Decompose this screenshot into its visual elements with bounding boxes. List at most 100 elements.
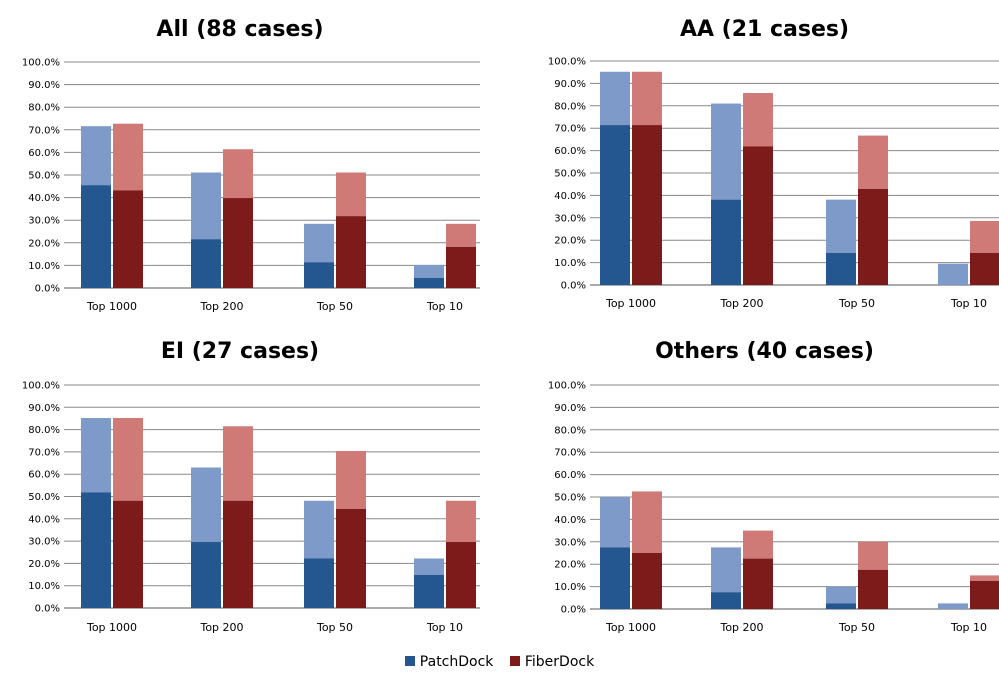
chart-panel-aa: AA (21 cases) 0.0% 10.0% 20.0% 30.0% 40.0% 50… <box>530 0 999 330</box>
x-category-label: Top 200 <box>719 621 763 634</box>
bar-segment-base <box>600 125 630 286</box>
bar-segment-base <box>632 125 662 286</box>
bar-segment-top <box>632 491 662 553</box>
y-tick-label: 90.0% <box>28 80 60 91</box>
bar-segment-base <box>414 574 444 608</box>
bar-segment-top <box>414 558 444 575</box>
bar-segment-base <box>81 185 111 288</box>
y-tick-label: 70.0% <box>554 124 586 135</box>
bar-segment-top <box>711 547 741 593</box>
bar-segment-top <box>446 223 476 247</box>
bar-segment-top <box>191 467 221 542</box>
y-tick-label: 20.0% <box>28 238 60 249</box>
x-category-label: Top 1000 <box>86 621 137 634</box>
bar-segment-top <box>632 71 662 126</box>
bar-segment-top <box>938 603 968 609</box>
y-tick-label: 100.0% <box>22 58 60 69</box>
bar-segment-top <box>191 172 221 240</box>
bar-segment-base <box>970 252 999 285</box>
bar-segment-top <box>81 126 111 186</box>
bar-segment-top <box>970 220 999 253</box>
bar-segment-top <box>600 71 630 126</box>
y-tick-label: 30.0% <box>28 537 60 548</box>
bar-segment-top <box>826 586 856 604</box>
bar-segment-base <box>304 262 334 288</box>
y-tick-label: 100.0% <box>548 381 586 392</box>
bar-segment-base <box>858 569 888 609</box>
x-category-label: Top 50 <box>316 300 353 313</box>
y-tick-label: 10.0% <box>554 258 586 269</box>
bar-segment-top <box>743 530 773 559</box>
bar-segment-top <box>711 103 741 200</box>
bar-segment-top <box>336 451 366 509</box>
y-tick-label: 0.0% <box>561 281 586 292</box>
y-tick-label: 60.0% <box>554 146 586 157</box>
bar-segment-top <box>826 199 856 253</box>
bar-segment-base <box>600 547 630 609</box>
bar-segment-base <box>223 500 253 608</box>
bar-segment-base <box>743 558 773 609</box>
chart-legend: PatchDock FiberDock <box>0 654 999 670</box>
y-tick-label: 20.0% <box>28 559 60 570</box>
y-tick-label: 50.0% <box>554 493 586 504</box>
bar-segment-top <box>446 500 476 542</box>
chart-title: EI (27 cases) <box>160 339 320 364</box>
y-tick-label: 20.0% <box>554 560 586 571</box>
y-tick-label: 100.0% <box>548 57 586 68</box>
y-tick-label: 70.0% <box>554 448 586 459</box>
chart-plot: 0.0% 10.0% 20.0% 30.0% 40.0% 50.0% 60.0% 70.0% 8… <box>22 381 480 634</box>
y-tick-label: 50.0% <box>554 169 586 180</box>
bar-segment-base <box>336 508 366 608</box>
x-category-label: Top 200 <box>719 297 763 310</box>
x-category-label: Top 10 <box>426 621 463 634</box>
y-tick-label: 100.0% <box>22 381 60 392</box>
y-tick-label: 0.0% <box>561 605 586 616</box>
y-tick-label: 10.0% <box>554 582 586 593</box>
bar-segment-base <box>711 592 741 609</box>
x-category-label: Top 10 <box>426 300 463 313</box>
bar-segment-top <box>858 541 888 570</box>
y-tick-label: 90.0% <box>28 403 60 414</box>
bar-segment-base <box>826 603 856 609</box>
x-category-label: Top 50 <box>838 297 875 310</box>
x-category-label: Top 10 <box>950 621 987 634</box>
bar-segment-top <box>938 263 968 285</box>
bar-segment-top <box>858 135 888 189</box>
legend-swatch <box>404 656 415 666</box>
y-tick-label: 30.0% <box>554 537 586 548</box>
y-tick-label: 80.0% <box>554 101 586 112</box>
bar-segment-base <box>223 198 253 288</box>
chart-plot: 0.0% 10.0% 20.0% 30.0% 40.0% 50.0% 60.0% 70.0% 8… <box>548 57 999 310</box>
y-tick-label: 0.0% <box>35 604 60 615</box>
bar-segment-base <box>304 558 334 608</box>
y-tick-label: 10.0% <box>28 261 60 272</box>
y-tick-label: 20.0% <box>554 236 586 247</box>
y-tick-label: 80.0% <box>28 425 60 436</box>
chart-plot: 0.0% 10.0% 20.0% 30.0% 40.0% 50.0% 60.0% 70.0% 8… <box>22 58 480 313</box>
bar-segment-top <box>336 172 366 217</box>
legend-item-fiberdock: FiberDock <box>509 654 594 670</box>
chart-panel-all: All (88 cases) 0.0% 10.0% 20.0% 30.0% 40.0% 5… <box>0 0 500 330</box>
bar-segment-base <box>336 216 366 288</box>
bar-segment-base <box>191 239 221 288</box>
bar-segment-base <box>113 500 143 608</box>
bar-segment-top <box>600 497 630 548</box>
bar-segment-base <box>711 199 741 285</box>
y-tick-label: 40.0% <box>28 514 60 525</box>
chart-panel-ei: EI (27 cases) 0.0% 10.0% 20.0% 30.0% 40.0% 50… <box>0 330 500 650</box>
y-tick-label: 50.0% <box>28 171 60 182</box>
bar-segment-base <box>446 246 476 288</box>
legend-swatch <box>509 656 520 666</box>
chart-panel-others: Others (40 cases) 0.0% 10.0% 20.0% 30.0% 40.… <box>530 330 999 650</box>
bar-segment-base <box>414 277 444 288</box>
x-category-label: Top 1000 <box>86 300 137 313</box>
bar-segment-top <box>414 264 444 278</box>
bar-segment-top <box>223 426 253 501</box>
y-tick-label: 60.0% <box>554 470 586 481</box>
y-tick-label: 80.0% <box>554 425 586 436</box>
bar-segment-top <box>970 575 999 581</box>
y-tick-label: 60.0% <box>28 148 60 159</box>
x-category-label: Top 1000 <box>605 297 656 310</box>
x-category-label: Top 10 <box>950 297 987 310</box>
y-tick-label: 40.0% <box>554 515 586 526</box>
